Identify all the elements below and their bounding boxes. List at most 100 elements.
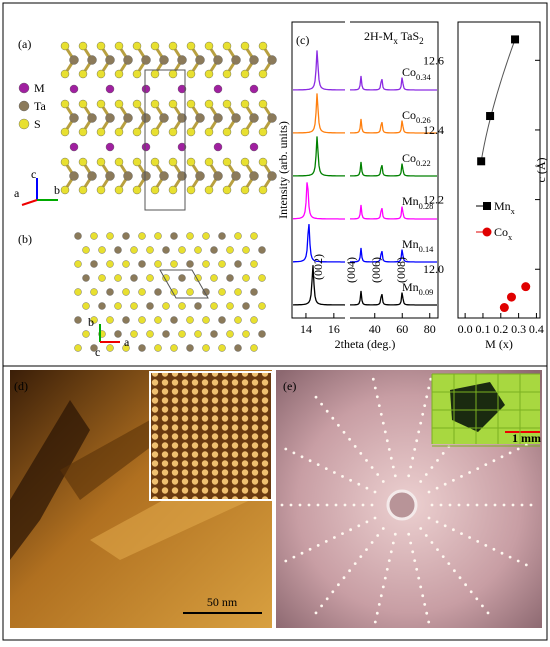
text-part: TaS bbox=[398, 29, 419, 43]
atom bbox=[226, 246, 234, 254]
atom bbox=[105, 84, 115, 94]
atom bbox=[106, 232, 114, 240]
atom bbox=[168, 157, 178, 167]
atom bbox=[222, 127, 232, 137]
laue-spot bbox=[342, 430, 346, 434]
legend-marker bbox=[482, 227, 492, 237]
laue-spot bbox=[475, 597, 479, 601]
text-part: 2H-M bbox=[364, 29, 394, 43]
legend-label: M bbox=[34, 81, 45, 95]
atom bbox=[162, 246, 170, 254]
laue-spot bbox=[373, 386, 377, 390]
atom bbox=[249, 84, 259, 94]
laue-spot bbox=[325, 597, 329, 601]
atom bbox=[202, 316, 210, 324]
text-part: Mn bbox=[402, 280, 419, 294]
panel-label: (c) bbox=[296, 33, 309, 47]
y-tick-label: 12.6 bbox=[423, 53, 444, 67]
laue-spot bbox=[453, 569, 456, 573]
laue-spot bbox=[373, 516, 377, 520]
subscript: 0.28 bbox=[419, 202, 434, 211]
laue-spot bbox=[381, 585, 385, 589]
laue-spot bbox=[385, 567, 389, 571]
atom bbox=[177, 55, 187, 65]
laue-spot bbox=[447, 562, 451, 565]
atom bbox=[114, 127, 124, 137]
atom bbox=[60, 99, 70, 109]
axis-label: c bbox=[95, 345, 100, 359]
axis-label: b bbox=[54, 183, 60, 197]
laue-spot bbox=[419, 421, 423, 425]
atom bbox=[240, 69, 250, 79]
fit-curve bbox=[480, 39, 516, 162]
atom bbox=[195, 113, 205, 123]
atom bbox=[234, 316, 242, 324]
series-label: Co0.22 bbox=[402, 151, 431, 168]
laue-spot bbox=[307, 503, 311, 507]
laue-spot bbox=[379, 412, 383, 416]
reflection-label: (008) bbox=[394, 257, 408, 283]
laue-spot bbox=[511, 503, 515, 507]
atom bbox=[168, 185, 178, 195]
atom bbox=[168, 69, 178, 79]
atom bbox=[159, 113, 169, 123]
atom bbox=[168, 41, 178, 51]
laue-spot bbox=[320, 604, 323, 608]
atom bbox=[154, 344, 162, 352]
panel-b: (b) b c a bbox=[18, 232, 266, 359]
atom bbox=[213, 171, 223, 181]
atom bbox=[130, 274, 138, 282]
atom bbox=[69, 113, 79, 123]
text-part: Co bbox=[494, 225, 508, 239]
atom bbox=[186, 41, 196, 51]
laue-spot bbox=[419, 585, 423, 589]
axis-label: b bbox=[88, 315, 94, 329]
text-part: Co bbox=[402, 65, 416, 79]
y-tick-label: 12.4 bbox=[423, 123, 444, 137]
laue-spot bbox=[436, 459, 439, 462]
x-tick-label: 40 bbox=[369, 322, 381, 336]
laue-spot bbox=[314, 395, 318, 399]
laue-spot bbox=[284, 559, 288, 563]
atom bbox=[150, 127, 160, 137]
atom bbox=[18, 100, 30, 112]
atom bbox=[186, 157, 196, 167]
atom bbox=[178, 274, 186, 282]
x-tick-label: 14 bbox=[300, 322, 312, 336]
y-axis-label: c (Å) bbox=[534, 158, 548, 183]
laue-spot bbox=[316, 503, 320, 507]
laue-spot bbox=[448, 503, 452, 507]
atom bbox=[204, 185, 214, 195]
laue-spot bbox=[500, 551, 504, 555]
laue-spot bbox=[289, 503, 293, 507]
laue-spot bbox=[375, 395, 379, 399]
x-tick-label: 0.3 bbox=[511, 322, 526, 336]
laue-spot bbox=[424, 534, 428, 537]
series-label: Mn0.14 bbox=[402, 237, 434, 254]
laue-spot bbox=[314, 611, 318, 615]
atom bbox=[177, 142, 187, 152]
atom bbox=[231, 171, 241, 181]
panel-a: (a) M Ta Sca b bbox=[14, 37, 277, 211]
laue-spot bbox=[383, 430, 387, 434]
atom bbox=[186, 316, 194, 324]
atom bbox=[204, 157, 214, 167]
laue-spot bbox=[387, 559, 391, 562]
xrd-curve bbox=[292, 182, 437, 220]
laue-spot bbox=[365, 486, 369, 490]
x-tick-label: 0.1 bbox=[475, 322, 490, 336]
laue-spot bbox=[457, 503, 461, 507]
laue-spot bbox=[337, 423, 340, 427]
laue-spot bbox=[417, 576, 421, 580]
atom bbox=[106, 288, 114, 296]
x-tick-label: 80 bbox=[424, 322, 436, 336]
atom bbox=[114, 302, 122, 310]
atom bbox=[96, 127, 106, 137]
laue-spot bbox=[357, 524, 361, 528]
atom bbox=[258, 185, 268, 195]
laue-spot bbox=[375, 611, 379, 615]
atom bbox=[240, 157, 250, 167]
data-point bbox=[511, 35, 520, 44]
atom bbox=[105, 113, 115, 123]
